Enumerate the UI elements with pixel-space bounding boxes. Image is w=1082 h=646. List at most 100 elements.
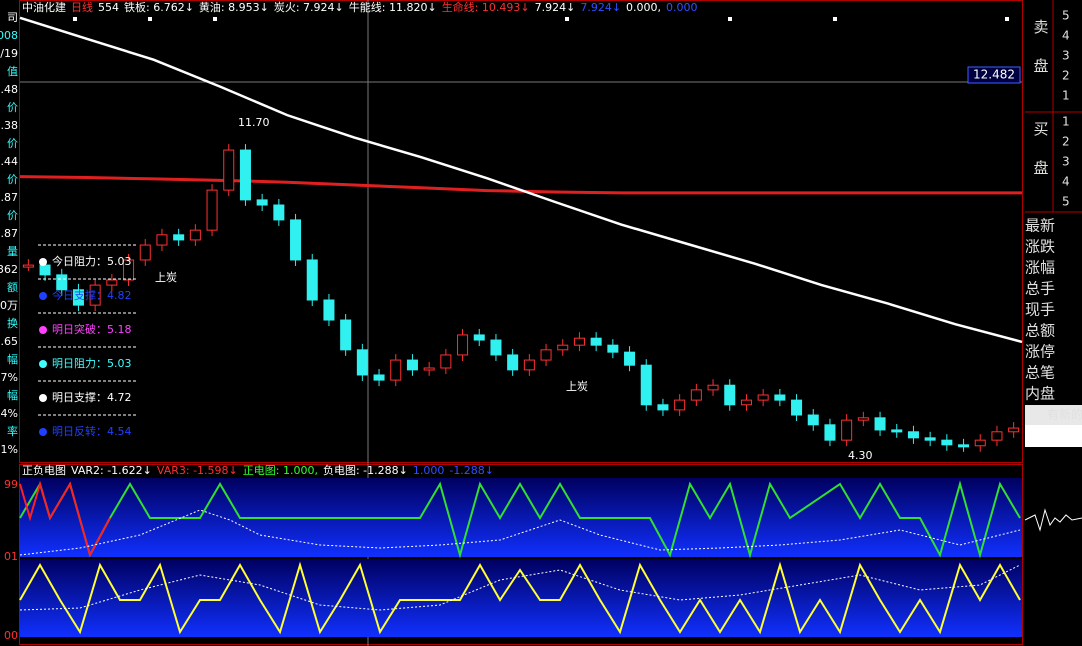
indicator-scale: 01	[4, 550, 18, 563]
header: 中油化建 日线 554 铁板: 6.762↓ 黄油: 8.953↓ 炭火: 7.924↓ 牛…	[22, 0, 698, 14]
candle	[223, 149, 235, 191]
candle	[991, 431, 1003, 441]
left-scale: .48	[1, 83, 19, 96]
left-scale: 价	[7, 101, 18, 114]
indicator-scale: 99	[4, 478, 18, 491]
legend-dot	[39, 360, 47, 368]
candle	[406, 359, 418, 371]
buy-level: 3	[1062, 155, 1070, 169]
candle	[323, 299, 335, 321]
low-label: 4.30	[848, 449, 873, 462]
left-scale: 362	[0, 263, 18, 276]
indicator-item: 1.000	[413, 464, 445, 477]
candle	[974, 439, 986, 447]
indicator-header: 正负电图 VAR2: -1.622↓ VAR3: -1.598↓ 正电图: 1.000…	[22, 463, 494, 477]
candle	[156, 234, 168, 246]
pos-neg-red	[19, 480, 111, 558]
left-scale: 74%	[0, 407, 18, 420]
indicator-item: VAR2: -1.622↓	[71, 464, 152, 477]
legend-dot	[39, 292, 47, 300]
buy-level: 1	[1062, 115, 1070, 129]
period: 日线	[71, 0, 93, 14]
left-scale: 价	[7, 209, 18, 222]
header-item: 7.924↓	[535, 1, 576, 14]
indicator-item: -1.288↓	[449, 464, 494, 477]
left-scale: 51%	[0, 443, 18, 456]
news-button[interactable]	[1025, 405, 1082, 425]
left-scale: 换	[7, 316, 18, 330]
header-item: 炭火: 7.924↓	[274, 1, 344, 14]
candle	[72, 289, 84, 306]
candle	[206, 189, 218, 231]
candle	[390, 359, 402, 381]
candle	[557, 344, 569, 351]
candle	[941, 439, 953, 446]
indicator-item: VAR3: -1.598↓	[157, 464, 238, 477]
dash-1	[19, 509, 1021, 556]
mini-chart	[1024, 508, 1082, 532]
candle	[590, 337, 602, 346]
left-scale: 司	[7, 11, 18, 24]
dash-2	[19, 564, 1021, 611]
candle	[924, 437, 936, 441]
legend-dot	[39, 428, 47, 436]
field-label: 涨幅	[1025, 259, 1055, 277]
candle	[39, 264, 51, 276]
indicator-frame	[19, 464, 1023, 645]
candle	[707, 384, 719, 391]
candle	[256, 199, 268, 206]
pos-neg-wave	[19, 480, 1021, 559]
legend-dot	[39, 326, 47, 334]
candle	[841, 419, 853, 441]
candle	[724, 384, 736, 406]
field-label: 涨停	[1025, 343, 1055, 361]
top-markers	[73, 17, 1009, 21]
indicator-item: 负电图: -1.288↓	[323, 463, 408, 477]
candle	[1008, 427, 1020, 433]
left-scale: 价	[7, 173, 18, 186]
left-scale: /19	[0, 47, 18, 60]
count: 554	[98, 1, 119, 14]
candle	[523, 359, 535, 371]
candle	[89, 284, 101, 306]
candle	[490, 339, 502, 356]
left-scale: .44	[1, 155, 19, 168]
sell-level: 3	[1062, 49, 1070, 63]
legend-dot	[39, 394, 47, 402]
left-scale: 008	[0, 29, 18, 42]
candle	[507, 354, 519, 371]
left-scale: 量	[7, 245, 18, 258]
candle	[573, 337, 585, 346]
yellow-wave	[19, 561, 1021, 635]
header-item: 黄油: 8.953↓	[199, 0, 269, 14]
main-frame	[19, 0, 1023, 463]
candle	[340, 319, 352, 351]
candle	[640, 364, 652, 406]
candle	[56, 274, 68, 291]
candle	[106, 279, 118, 286]
sell-level: 4	[1062, 29, 1070, 43]
legend-item: 今日阻力：5.03	[52, 254, 132, 268]
left-scale: .38	[1, 119, 19, 132]
legend-item: 明日突破：5.18	[52, 322, 132, 336]
candle	[189, 229, 201, 241]
ma_long	[19, 16, 1023, 344]
cursor-price: 12.482	[973, 68, 1015, 82]
left-scale: 幅	[7, 353, 18, 366]
candle	[674, 399, 686, 411]
news-button-label[interactable]: 有新的	[1047, 407, 1082, 422]
candle	[473, 334, 485, 341]
left-scale: 值	[7, 65, 18, 78]
sell-title: 卖盘	[1032, 19, 1050, 97]
sell-level: 1	[1062, 89, 1070, 103]
indicator-scale: 00	[4, 629, 18, 642]
legend-item: 明日反转：4.54	[52, 424, 132, 438]
indicator-title: 正负电图	[22, 463, 66, 477]
sell-level: 5	[1062, 9, 1070, 23]
candle	[757, 394, 769, 401]
indicator-item: 正电图: 1.000,	[243, 464, 318, 477]
candle	[624, 351, 636, 366]
candle	[123, 259, 135, 281]
